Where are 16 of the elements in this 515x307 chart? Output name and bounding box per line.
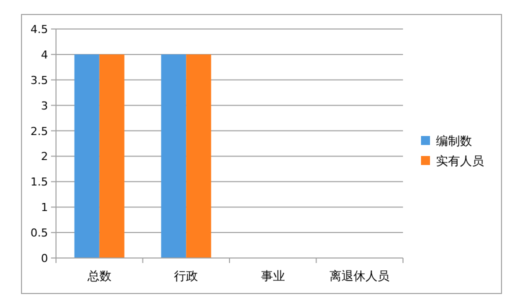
y-tick-label: 3: [41, 99, 48, 112]
y-tick-label: 0: [41, 252, 48, 265]
legend-label: 编制数: [436, 134, 472, 148]
y-tick-label: 0.5: [30, 226, 48, 240]
y-tick-label: 3.5: [30, 74, 48, 87]
x-tick-label: 事业: [260, 269, 285, 283]
x-tick-label: 离退休人员: [330, 269, 390, 283]
legend-label: 实有人员: [436, 154, 484, 168]
y-tick-label: 4.5: [30, 23, 48, 36]
y-tick-label: 2: [41, 150, 48, 164]
y-tick-label: 4: [41, 48, 48, 62]
y-tick-label: 2.5: [30, 124, 48, 138]
y-tick-label: 1: [41, 201, 48, 214]
x-tick-label: 行政: [174, 269, 198, 283]
y-tick-label: 1.5: [30, 176, 48, 189]
x-tick-label: 总数: [86, 269, 112, 283]
